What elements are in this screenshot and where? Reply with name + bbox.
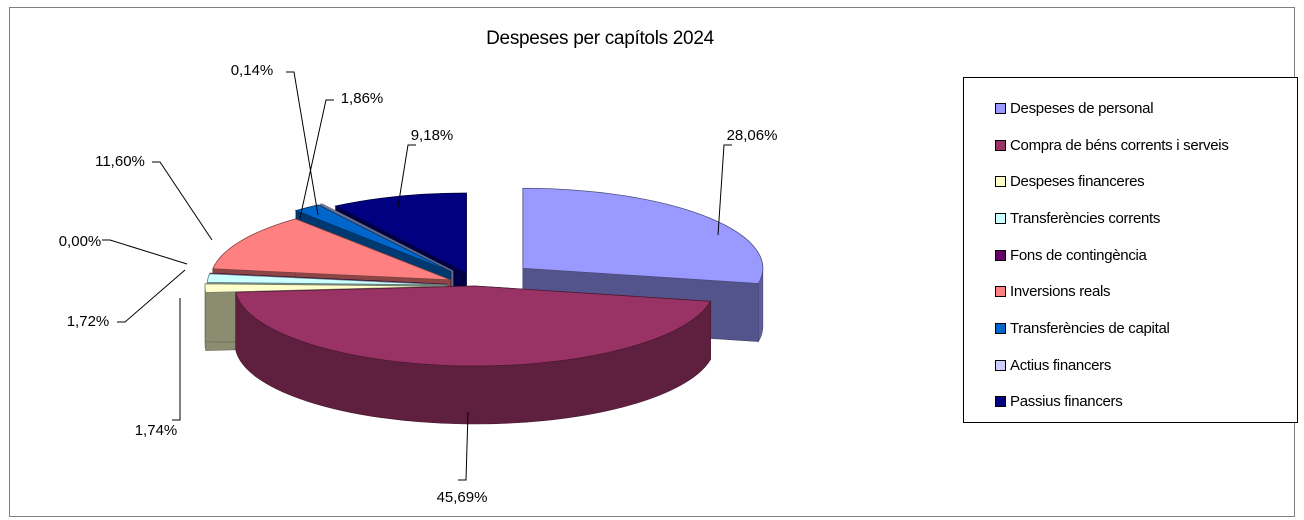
- legend-swatch-4: [995, 249, 1006, 261]
- pie-chart: 28,06% 45,69% 1,74% 1,72% 0,00% 11,60% 1,86% 0,…: [59, 62, 778, 506]
- data-label-8: 9,18%: [411, 127, 454, 144]
- legend-label-4: Fons de contingència: [1010, 246, 1147, 264]
- data-label-6: 1,86%: [341, 90, 384, 107]
- pie-slice-4: [209, 272, 448, 285]
- pie-slice-tops: [204, 187, 764, 367]
- legend-label-0: Despeses de personal: [1010, 99, 1154, 117]
- data-label-0: 28,06%: [727, 127, 778, 144]
- pie-slice-1: [235, 285, 712, 367]
- legend-item-4: Fons de contingència: [995, 237, 1297, 274]
- legend-swatch-7: [995, 359, 1006, 371]
- legend-swatch-8: [995, 396, 1006, 408]
- legend-swatch-3: [995, 212, 1006, 224]
- leader-line-1: [458, 411, 469, 481]
- legend-item-5: Inversions reals: [995, 273, 1297, 310]
- legend-item-6: Transferències de capital: [995, 310, 1297, 347]
- data-label-4: 0,00%: [59, 233, 102, 250]
- leader-line-2: [172, 298, 181, 421]
- legend-item-0: Despeses de personal: [995, 90, 1297, 127]
- pie-slice-8: [334, 192, 467, 274]
- legend-label-2: Despeses financeres: [1010, 173, 1145, 191]
- legend-label-3: Transferències corrents: [1010, 209, 1161, 227]
- legend-label-1: Compra de béns corrents i serveis: [1010, 136, 1229, 154]
- legend-label-8: Passius financers: [1010, 393, 1123, 411]
- data-label-5: 11,60%: [95, 153, 145, 170]
- legend: Despeses de personal Compra de béns corre…: [963, 77, 1298, 423]
- legend-item-1: Compra de béns corrents i serveis: [995, 127, 1297, 164]
- legend-item-2: Despeses financeres: [995, 163, 1297, 200]
- pie-slice-0: [522, 187, 764, 284]
- data-label-7: 0,14%: [231, 62, 274, 79]
- legend-swatch-2: [995, 176, 1006, 188]
- data-label-2: 1,74%: [135, 422, 178, 439]
- legend-label-6: Transferències de capital: [1010, 319, 1170, 337]
- leader-line-5: [152, 161, 213, 241]
- chart-title: Despeses per capítols 2024: [486, 28, 714, 49]
- legend-swatch-6: [995, 322, 1006, 334]
- pie-slice-7: [319, 203, 454, 272]
- leader-line-8: [397, 144, 416, 208]
- leader-line-7: [286, 71, 319, 216]
- data-label-1: 45,69%: [437, 489, 488, 506]
- leader-line-6: [299, 99, 334, 219]
- legend-swatch-1: [995, 139, 1006, 151]
- data-labels: 28,06% 45,69% 1,74% 1,72% 0,00% 11,60% 1,86% 0,…: [59, 62, 778, 506]
- leader-line-0: [717, 144, 732, 236]
- legend-item-7: Actius financers: [995, 347, 1297, 384]
- legend-item-8: Passius financers: [995, 384, 1297, 421]
- legend-swatch-5: [995, 286, 1006, 298]
- legend-label-5: Inversions reals: [1010, 283, 1111, 301]
- legend-label-7: Actius financers: [1010, 356, 1112, 374]
- pie-slice-3: [206, 273, 448, 286]
- legend-swatch-0: [995, 102, 1006, 114]
- leader-line-3: [117, 269, 186, 323]
- pie-slice-6: [294, 204, 452, 272]
- leader-line-4: [102, 239, 188, 265]
- pie-slice-2: [204, 283, 446, 293]
- legend-item-3: Transferències corrents: [995, 200, 1297, 237]
- pie-slice-5: [212, 218, 451, 281]
- data-label-3: 1,72%: [67, 313, 110, 330]
